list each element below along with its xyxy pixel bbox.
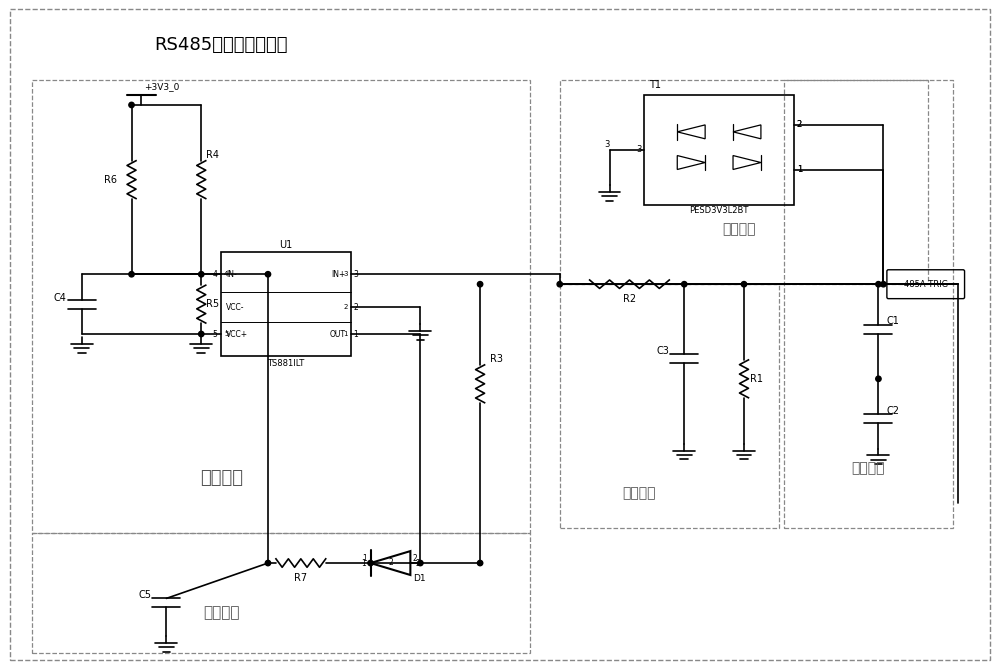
- Bar: [560, 284, 779, 529]
- Text: 1: 1: [354, 330, 358, 339]
- Circle shape: [199, 331, 204, 337]
- Circle shape: [418, 561, 423, 566]
- Text: 2: 2: [388, 557, 393, 567]
- Bar: [221, 252, 351, 357]
- Text: C5: C5: [138, 590, 151, 600]
- Text: R3: R3: [490, 354, 503, 364]
- Text: R2: R2: [623, 294, 636, 304]
- Text: OUT: OUT: [330, 330, 346, 339]
- Circle shape: [682, 282, 687, 287]
- Text: D1: D1: [413, 575, 426, 583]
- Text: T1: T1: [649, 80, 661, 90]
- Text: 1: 1: [797, 165, 802, 174]
- Text: R5: R5: [206, 299, 219, 309]
- Text: +3V3_0: +3V3_0: [144, 82, 180, 91]
- Text: PESD3V3L2BT: PESD3V3L2BT: [689, 206, 749, 215]
- Circle shape: [129, 272, 134, 277]
- Bar: [32, 533, 530, 653]
- Text: R7: R7: [294, 573, 307, 583]
- Circle shape: [368, 561, 373, 566]
- Text: C3: C3: [656, 346, 669, 356]
- Text: 4: 4: [212, 270, 217, 279]
- Text: 1: 1: [362, 553, 367, 563]
- Text: 检波单元: 检波单元: [200, 470, 243, 488]
- Bar: [644, 95, 794, 205]
- Text: 2: 2: [415, 559, 420, 567]
- Bar: [784, 80, 953, 529]
- Text: R1: R1: [750, 374, 763, 384]
- Text: 1: 1: [361, 559, 366, 567]
- Text: VCC-: VCC-: [226, 302, 245, 312]
- Text: 保护单元: 保护单元: [722, 222, 756, 236]
- Circle shape: [477, 561, 483, 566]
- Text: VCC+: VCC+: [226, 330, 248, 339]
- Text: 3: 3: [343, 271, 348, 277]
- Text: 隔离单元: 隔离单元: [852, 462, 885, 476]
- Circle shape: [881, 282, 886, 287]
- Text: IN+: IN+: [331, 270, 346, 279]
- Text: 滤波单元: 滤波单元: [203, 605, 239, 620]
- Text: 2: 2: [797, 120, 802, 129]
- Text: 采样单元: 采样单元: [623, 486, 656, 500]
- Text: R6: R6: [104, 175, 117, 185]
- Circle shape: [557, 282, 562, 287]
- Text: R4: R4: [206, 150, 219, 160]
- Text: C4: C4: [54, 293, 67, 303]
- Circle shape: [199, 272, 204, 277]
- Text: TS881ILT: TS881ILT: [267, 359, 305, 368]
- Bar: [560, 80, 928, 284]
- Text: 1: 1: [343, 331, 348, 337]
- Text: 3: 3: [636, 145, 641, 155]
- Circle shape: [265, 561, 271, 566]
- Text: 3: 3: [604, 140, 610, 149]
- Text: 2: 2: [412, 553, 417, 563]
- Text: 2: 2: [354, 302, 358, 312]
- Text: 2: 2: [343, 304, 348, 310]
- Text: 4: 4: [224, 271, 229, 277]
- Text: 5: 5: [224, 331, 229, 337]
- Text: IN-: IN-: [226, 270, 237, 279]
- Circle shape: [876, 376, 881, 381]
- Bar: [32, 80, 530, 533]
- Circle shape: [129, 102, 134, 108]
- Text: RS485带隔离唤醒电路: RS485带隔离唤醒电路: [154, 36, 288, 54]
- Text: 5: 5: [212, 330, 217, 339]
- Text: U1: U1: [279, 240, 293, 250]
- Text: 1: 1: [797, 165, 802, 174]
- Text: C1: C1: [886, 316, 899, 326]
- Text: C2: C2: [886, 405, 899, 415]
- Text: 485A TRIG: 485A TRIG: [904, 280, 948, 289]
- Text: 3: 3: [354, 270, 358, 279]
- Circle shape: [876, 282, 881, 287]
- Circle shape: [741, 282, 747, 287]
- Circle shape: [265, 272, 271, 277]
- Text: 2: 2: [797, 120, 802, 129]
- Circle shape: [477, 282, 483, 287]
